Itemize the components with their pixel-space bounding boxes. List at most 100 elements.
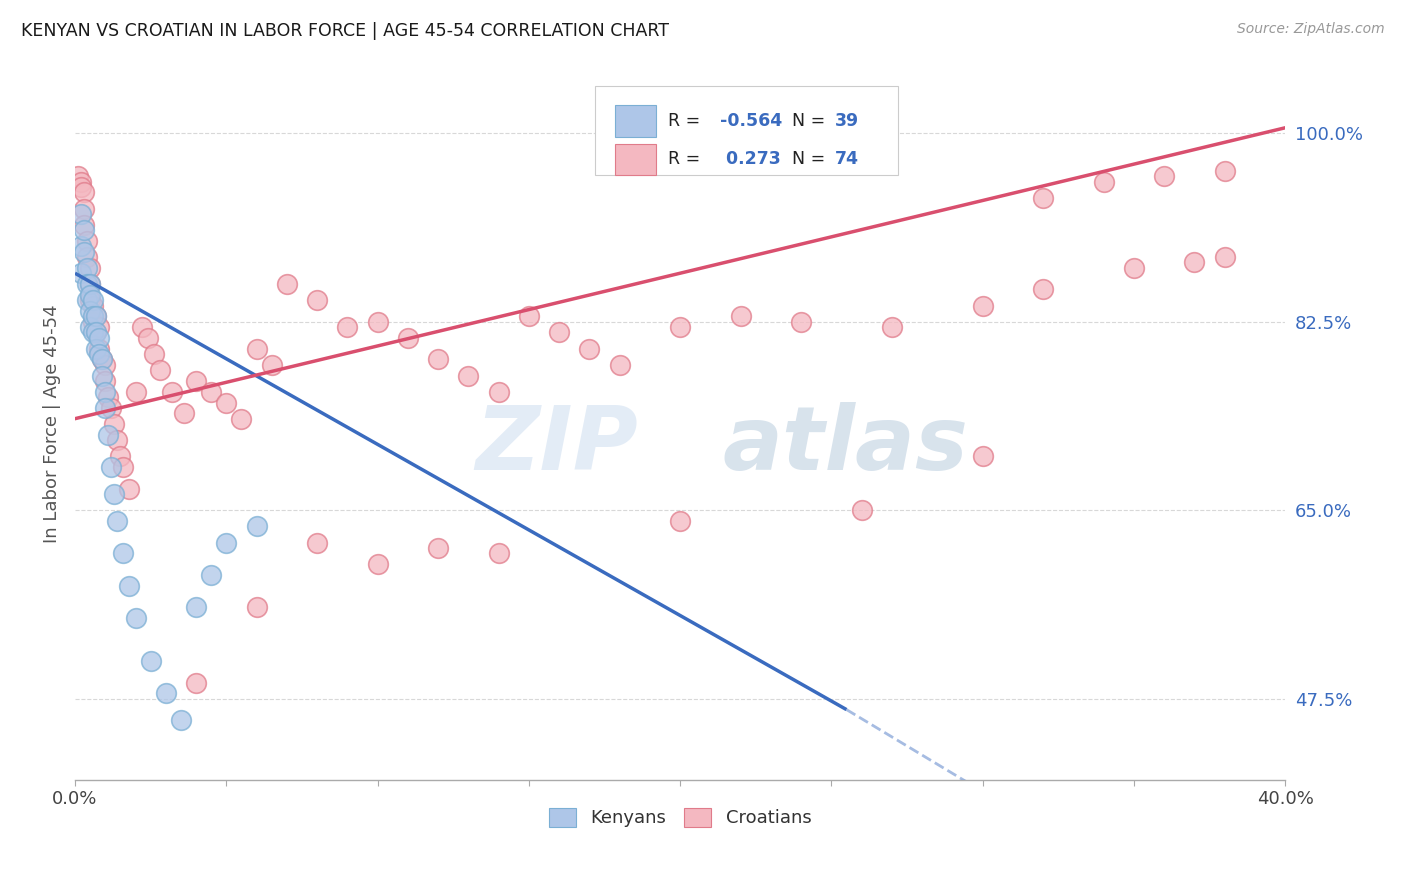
Point xyxy=(73,186,96,200)
Point xyxy=(89,347,111,361)
Point xyxy=(105,434,128,448)
Y-axis label: In Labor Force | Age 45-54: In Labor Force | Age 45-54 xyxy=(44,305,60,543)
Point xyxy=(89,320,111,334)
Point xyxy=(730,310,752,324)
Text: atlas: atlas xyxy=(723,402,969,489)
Text: ZIP: ZIP xyxy=(475,402,638,489)
Point xyxy=(231,411,253,425)
Text: 39: 39 xyxy=(835,112,859,130)
Point xyxy=(89,342,111,356)
Point xyxy=(91,352,114,367)
Point xyxy=(149,363,172,377)
Point xyxy=(184,374,207,388)
Point xyxy=(82,299,104,313)
Point xyxy=(305,293,328,308)
Point xyxy=(1092,175,1115,189)
Text: -0.564: -0.564 xyxy=(720,112,782,130)
Point xyxy=(73,223,96,237)
Point xyxy=(94,384,117,399)
Point xyxy=(67,169,90,184)
Point xyxy=(84,310,107,324)
Point xyxy=(110,450,132,464)
Point xyxy=(1122,260,1144,275)
Point xyxy=(142,347,165,361)
Point xyxy=(160,384,183,399)
Point xyxy=(578,342,600,356)
Point xyxy=(79,277,101,291)
Text: 0.273: 0.273 xyxy=(720,151,780,169)
Point xyxy=(215,535,238,549)
Point xyxy=(1032,191,1054,205)
Point xyxy=(97,427,120,442)
Point xyxy=(609,358,631,372)
Point xyxy=(184,600,207,615)
Point xyxy=(517,310,540,324)
Legend: Kenyans, Croatians: Kenyans, Croatians xyxy=(541,801,818,835)
Point xyxy=(184,675,207,690)
Point xyxy=(1032,282,1054,296)
Point xyxy=(245,519,267,533)
Point xyxy=(76,277,98,291)
Point xyxy=(367,315,389,329)
Point xyxy=(1182,255,1205,269)
Point xyxy=(488,384,510,399)
Point xyxy=(972,299,994,313)
Point xyxy=(305,535,328,549)
Point xyxy=(215,395,238,409)
Point xyxy=(73,244,96,259)
Point xyxy=(79,304,101,318)
Point xyxy=(84,310,107,324)
Point xyxy=(669,320,692,334)
Point xyxy=(76,293,98,308)
Point xyxy=(105,514,128,528)
Point xyxy=(76,250,98,264)
Text: Source: ZipAtlas.com: Source: ZipAtlas.com xyxy=(1237,22,1385,37)
Point xyxy=(276,277,298,291)
Point xyxy=(170,714,193,728)
Point xyxy=(73,202,96,216)
Point xyxy=(1153,169,1175,184)
Point xyxy=(245,342,267,356)
Point xyxy=(112,546,135,560)
Point xyxy=(124,384,146,399)
Point xyxy=(118,579,141,593)
FancyBboxPatch shape xyxy=(595,87,898,175)
Point xyxy=(790,315,813,329)
Point xyxy=(139,654,162,668)
Point xyxy=(82,315,104,329)
Point xyxy=(100,460,122,475)
Point xyxy=(396,331,419,345)
Point xyxy=(155,686,177,700)
Point xyxy=(173,406,195,420)
Point xyxy=(84,326,107,340)
Point xyxy=(84,342,107,356)
Point xyxy=(82,293,104,308)
Point xyxy=(70,239,93,253)
Point xyxy=(76,260,98,275)
Point xyxy=(82,310,104,324)
Point xyxy=(136,331,159,345)
Point xyxy=(245,600,267,615)
Point xyxy=(112,460,135,475)
Point xyxy=(1213,250,1236,264)
Point xyxy=(851,503,873,517)
Point xyxy=(336,320,359,334)
Point xyxy=(73,218,96,232)
Point xyxy=(100,401,122,415)
Point xyxy=(82,326,104,340)
Point xyxy=(260,358,283,372)
Point xyxy=(427,352,450,367)
Point xyxy=(70,266,93,280)
Text: R =: R = xyxy=(668,151,706,169)
FancyBboxPatch shape xyxy=(614,105,655,136)
Point xyxy=(118,482,141,496)
Point xyxy=(91,352,114,367)
Point xyxy=(548,326,571,340)
Point xyxy=(94,358,117,372)
Point xyxy=(70,180,93,194)
Point xyxy=(89,331,111,345)
Point xyxy=(972,450,994,464)
Point xyxy=(70,207,93,221)
Point xyxy=(200,568,222,582)
Point xyxy=(94,374,117,388)
